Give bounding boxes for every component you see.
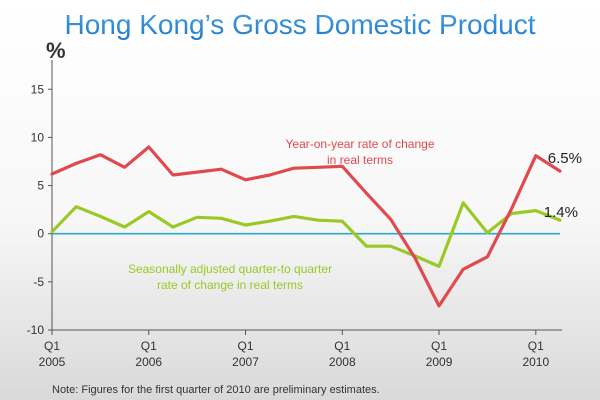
y-tick-label: 0	[37, 227, 44, 241]
chart-title: Hong Kong’s Gross Domestic Product	[64, 9, 535, 40]
series-line-year-on-year	[50, 145, 562, 308]
series-group	[50, 145, 562, 308]
series-label-quarter-to-quarter: Seasonally adjusted quarter-to quarter	[128, 262, 332, 276]
x-tick-label-quarter: Q1	[528, 339, 544, 353]
axes: -10 -5 0 5 10 15 Q1 2005 Q1 2006 Q1 2007 Q1 2008 Q1 200…	[27, 60, 562, 369]
y-tick-label: -5	[33, 275, 44, 289]
y-tick-label: 15	[31, 82, 45, 96]
x-tick-label-year: 2007	[232, 355, 259, 369]
x-tick-label-quarter: Q1	[238, 339, 254, 353]
y-tick-label: -10	[27, 323, 45, 337]
series-label-year-on-year: Year-on-year rate of change	[286, 137, 435, 151]
series-label-year-on-year: in real terms	[327, 153, 393, 167]
end-label-year-on-year: 6.5%	[548, 150, 582, 167]
x-tick-label-quarter: Q1	[44, 339, 60, 353]
series-label-quarter-to-quarter: rate of change in real terms	[157, 278, 303, 292]
x-tick-label-quarter: Q1	[141, 339, 157, 353]
x-tick-label-year: 2008	[329, 355, 356, 369]
x-tick-label-year: 2009	[426, 355, 453, 369]
x-tick-label-quarter: Q1	[334, 339, 350, 353]
x-tick-label-quarter: Q1	[431, 339, 447, 353]
labels-group: Year-on-year rate of change in real terms…	[128, 137, 582, 292]
series-line-quarter-to-quarter	[50, 201, 562, 268]
y-axis-label: %	[46, 38, 66, 63]
x-tick-label-year: 2005	[39, 355, 66, 369]
y-tick-label: 10	[31, 130, 45, 144]
y-tick-label: 5	[37, 179, 44, 193]
x-tick-label-year: 2006	[135, 355, 162, 369]
x-tick-label-year: 2010	[522, 355, 549, 369]
end-label-quarter-to-quarter: 1.4%	[544, 204, 578, 221]
footnote: Note: Figures for the first quarter of 2…	[52, 384, 380, 396]
